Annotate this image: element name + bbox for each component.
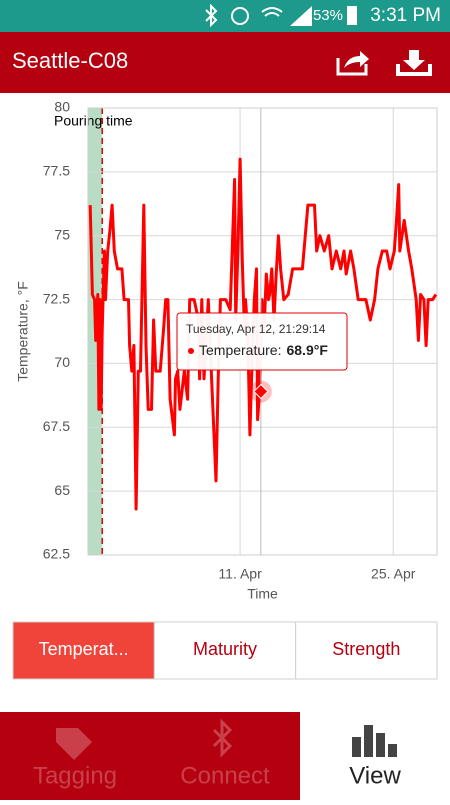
y-tick-label: 65 xyxy=(54,482,70,498)
x-tick-label: 11. Apr xyxy=(218,566,262,582)
signal-icon xyxy=(290,6,312,26)
y-tick-label: 72.5 xyxy=(43,290,70,306)
x-tick-label: 25. Apr xyxy=(371,566,416,582)
tabs: Temperat... Maturity Strength xyxy=(12,621,438,680)
bluetooth-nav-icon xyxy=(212,718,233,758)
y-tick-label: 62.5 xyxy=(43,546,70,562)
tooltip-text: Temperature: 68.9°F xyxy=(199,342,328,358)
tab-label[interactable]: Temperat... xyxy=(39,639,129,659)
tab-button[interactable] xyxy=(295,621,438,680)
status-bar xyxy=(0,0,450,32)
wifi-icon xyxy=(261,7,283,17)
temperature-line xyxy=(88,157,438,511)
tooltip-bullet xyxy=(188,348,194,354)
nav-label[interactable]: Connect xyxy=(180,762,270,789)
app-bar xyxy=(0,32,450,93)
tooltip-box xyxy=(176,312,348,371)
view-icon xyxy=(352,725,397,757)
x-axis-label: Time xyxy=(247,586,278,602)
tab-label[interactable]: Strength xyxy=(332,639,400,659)
tooltip-value: 68.9°F xyxy=(286,342,328,358)
y-tick-label: 75 xyxy=(54,226,70,242)
battery-icon xyxy=(347,6,357,25)
hover-point xyxy=(253,383,269,400)
bluetooth-icon xyxy=(205,3,218,28)
alarm-icon xyxy=(231,7,249,25)
y-axis-label: Temperature, °F xyxy=(15,281,31,382)
tag-icon xyxy=(56,728,92,760)
y-tick-label: 67.5 xyxy=(43,418,70,434)
battery-text: 53% xyxy=(313,7,343,24)
plot-frame xyxy=(87,107,438,556)
annotation-text: Pouring time xyxy=(54,113,133,129)
download-button[interactable] xyxy=(396,50,432,76)
bottom-nav-bg xyxy=(0,712,300,800)
nav-label[interactable]: View xyxy=(349,762,401,789)
tooltip-label: Temperature: xyxy=(199,342,281,358)
tooltip-date: Tuesday, Apr 12, 21:29:14 xyxy=(186,322,326,336)
tab-label[interactable]: Maturity xyxy=(193,639,257,659)
y-tick-label: 70 xyxy=(54,354,70,370)
tab-button[interactable] xyxy=(12,621,155,680)
chart: Pouring time 62.5 65 67.5 70 72.5 75 77.5 80 11. … xyxy=(15,99,438,602)
nav-label[interactable]: Tagging xyxy=(33,762,117,789)
app-title: Seattle-C08 xyxy=(12,48,128,73)
clock: 3:31 PM xyxy=(370,5,441,26)
y-tick-label: 77.5 xyxy=(43,163,70,179)
y-tick-label: 80 xyxy=(54,99,70,115)
bottom-nav: Tagging Connect View xyxy=(33,762,401,789)
share-button[interactable] xyxy=(336,51,369,76)
